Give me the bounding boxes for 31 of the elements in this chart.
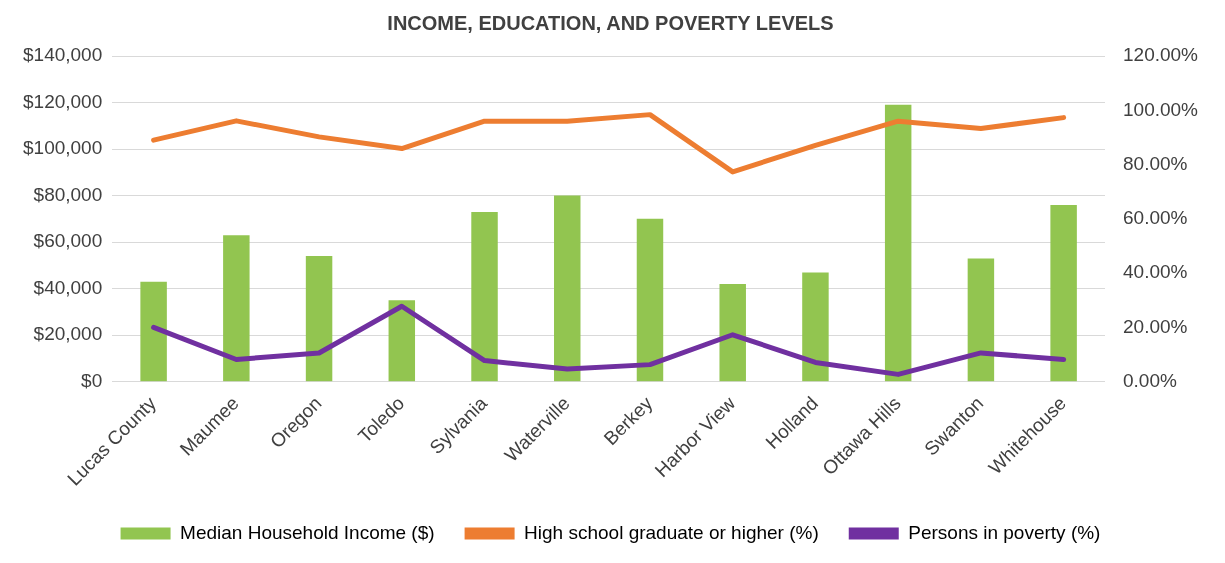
bar: [140, 281, 167, 382]
bar: [1050, 204, 1077, 382]
legend-label: Median Household Income ($): [180, 521, 435, 543]
y2-tick-label: 40.00%: [1122, 261, 1188, 283]
bar: [388, 300, 416, 382]
y-tick-label: $80,000: [33, 183, 103, 205]
y-tick-label: $60,000: [33, 230, 103, 252]
bar: [305, 256, 333, 382]
bar: [967, 258, 995, 382]
legend-label: High school graduate or higher (%): [524, 521, 819, 543]
y-tick-label: $20,000: [33, 323, 103, 345]
y2-tick-label: 100.00%: [1122, 98, 1199, 120]
legend-label: Persons in poverty (%): [908, 521, 1101, 543]
bar: [884, 104, 912, 382]
chart-title: INCOME, EDUCATION, AND POVERTY LEVELS: [387, 11, 834, 34]
bar: [223, 235, 250, 382]
y2-tick-label: 120.00%: [1122, 44, 1199, 66]
y-tick-label: $0: [81, 369, 103, 391]
y2-tick-label: 60.00%: [1122, 207, 1188, 229]
bar: [802, 272, 829, 382]
y2-tick-label: 20.00%: [1122, 315, 1188, 337]
bar: [471, 211, 498, 382]
y-tick-label: $140,000: [23, 44, 103, 66]
y2-tick-label: 0.00%: [1122, 369, 1177, 391]
bar: [554, 195, 581, 382]
y-tick-label: $40,000: [33, 276, 103, 298]
bar: [719, 284, 746, 382]
bar: [636, 218, 664, 382]
y2-tick-label: 80.00%: [1122, 152, 1188, 174]
y-tick-label: $100,000: [23, 137, 103, 159]
y-tick-label: $120,000: [23, 90, 103, 112]
